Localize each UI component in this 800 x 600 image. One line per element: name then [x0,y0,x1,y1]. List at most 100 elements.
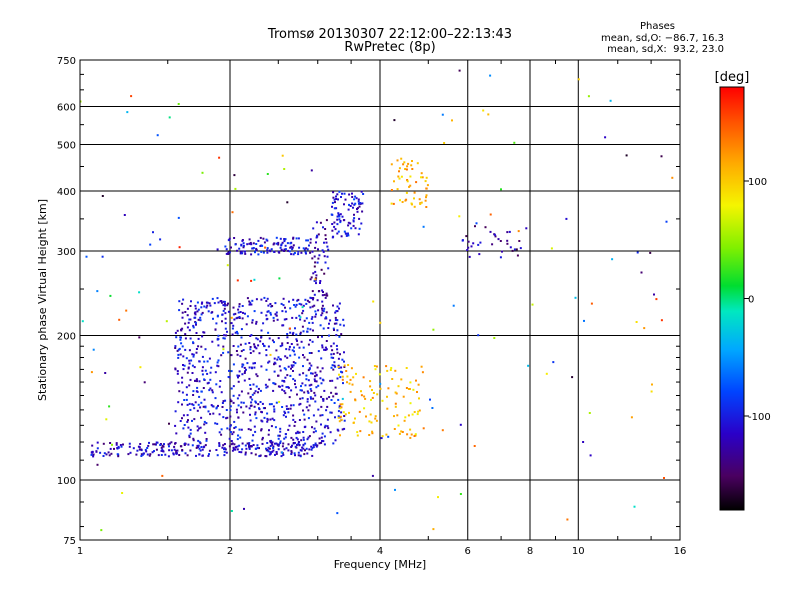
data-point [240,401,243,404]
data-point [342,411,345,414]
data-point [111,443,113,446]
data-point [277,437,280,440]
data-point [300,251,303,254]
data-point [223,454,226,457]
data-point [184,333,187,336]
data-point [116,447,119,449]
data-point [228,428,231,431]
data-point [185,386,188,389]
data-point [301,446,304,449]
data-point [248,448,251,450]
data-point [400,378,403,381]
data-point [337,198,339,201]
grid [80,60,680,540]
data-point [307,239,309,242]
data-point [296,443,298,446]
data-point [315,386,318,389]
data-point [249,346,252,348]
data-point [413,197,415,200]
data-point [319,377,322,380]
data-point [203,423,206,426]
data-point [286,374,289,377]
data-point [254,453,257,456]
data-point [252,350,255,353]
data-point [351,202,354,205]
data-point [217,365,220,368]
data-point [298,431,301,434]
data-point [293,350,295,353]
data-point [230,354,233,357]
data-point [234,448,237,451]
data-point [633,505,636,508]
data-point [254,400,257,403]
data-point [243,379,246,382]
data-point [531,303,534,306]
data-point [331,349,334,352]
data-point [184,322,187,325]
data-point [249,387,252,390]
data-point [206,304,209,307]
data-point [240,350,243,353]
data-point [337,416,340,419]
data-point [201,366,204,369]
data-point [295,436,298,439]
data-point [281,241,284,244]
data-point [494,235,497,238]
data-point [326,425,329,428]
data-point [477,243,480,246]
data-point [262,322,265,325]
data-point [250,404,253,407]
data-point [179,353,182,356]
data-point [322,399,325,402]
data-point [196,429,199,432]
data-point [300,340,303,343]
data-point [267,433,270,436]
data-point [294,379,296,382]
data-point [268,429,270,432]
data-point [401,431,404,433]
data-point [321,309,324,312]
data-point [312,272,315,275]
data-point [468,255,471,258]
data-point [209,378,212,381]
data-point [272,389,275,392]
data-point [378,373,381,376]
data-point [204,431,207,434]
data-point [611,258,614,261]
data-point [315,277,318,280]
data-point [358,217,361,220]
data-point [241,252,244,255]
data-point [343,427,346,430]
data-point [459,493,462,495]
data-point [545,372,548,375]
data-point [475,222,478,225]
data-point [406,180,409,183]
data-point [236,330,238,333]
data-point [285,415,287,418]
data-point [190,300,192,303]
data-point [196,380,198,383]
data-point [247,428,250,431]
data-point [286,333,289,335]
data-points [79,69,674,532]
data-point [339,376,342,379]
data-point [525,227,528,230]
data-point [393,428,396,430]
data-point [271,417,274,420]
data-point [266,297,269,300]
data-point [201,301,204,304]
data-point [215,449,218,451]
data-point [195,378,198,381]
data-point [271,339,274,342]
y-axis-label: Stationary phase Virtual Height [km] [36,199,49,401]
data-point [157,454,160,457]
data-point [409,175,412,178]
data-point [179,336,182,339]
data-point [176,349,179,352]
data-point [325,219,328,222]
data-point [273,382,276,385]
data-point [221,406,224,408]
data-point [371,430,374,433]
data-point [258,447,260,450]
data-point [527,364,530,367]
